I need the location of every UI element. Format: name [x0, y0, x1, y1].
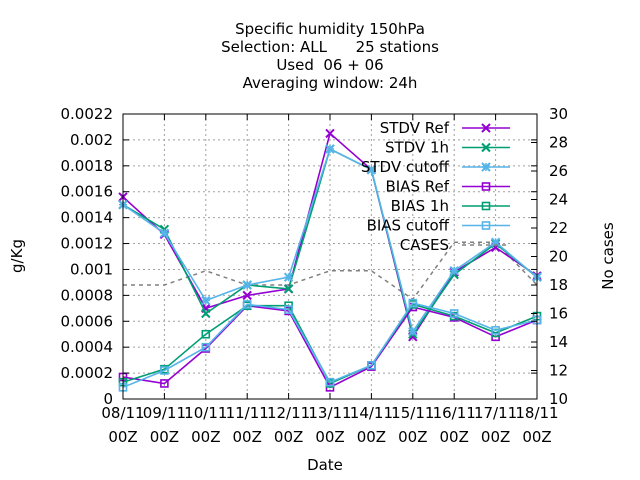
- legend-item-stdv-ref: STDV Ref: [380, 119, 510, 137]
- y2-tick-label: 12: [549, 362, 568, 380]
- legend-marker: [481, 201, 491, 211]
- title-line-2: Selection: ALL 25 stations: [221, 38, 439, 56]
- x-tick-label: 13/11: [308, 404, 351, 422]
- title-line-4: Averaging window: 24h: [243, 74, 418, 92]
- grid: [123, 114, 537, 399]
- data-point-bias-cutoff: [449, 309, 459, 318]
- y2-tick-label: 22: [549, 219, 568, 237]
- y2-tick-label: 16: [549, 305, 568, 323]
- y-tick-label: 0.002: [70, 131, 113, 149]
- x-tick-label: 00Z: [315, 428, 344, 446]
- data-point-stdv-ref: [325, 128, 335, 139]
- y-axis-left: 0 0.0002 0.0004 0.0006 0.0008 0.001 0.0012 0.00…: [61, 105, 537, 408]
- data-point-bias-cutoff: [325, 377, 335, 387]
- title-line-1: Specific humidity 150hPa: [235, 20, 425, 38]
- x-tick-label: 10/11: [184, 404, 227, 422]
- legend-item-stdv-1h: STDV 1h: [385, 139, 510, 157]
- y-tick-label: 0.0006: [61, 312, 114, 330]
- legend-marker: [481, 221, 491, 230]
- y-tick-label: 0: [103, 390, 113, 408]
- data-point-bias-cutoff: [201, 342, 211, 352]
- data-point-bias-cutoff: [408, 298, 418, 308]
- legend-item-bias-cutoff: BIAS cutoff: [367, 217, 510, 235]
- title-line-3: Used 06 + 06: [276, 56, 383, 74]
- y-tick-label: 0.0012: [61, 235, 114, 253]
- legend-item-stdv-cutoff: STDV cutoff: [361, 158, 510, 176]
- x-tick-label: 00Z: [481, 428, 510, 446]
- x-tick-label: 00Z: [233, 428, 262, 446]
- legend-label: BIAS Ref: [385, 178, 449, 196]
- x-tick-label: 00Z: [440, 428, 469, 446]
- y-tick-label: 0.0016: [61, 183, 114, 201]
- data-point-bias-cutoff: [284, 305, 293, 314]
- series-stdv-cutoff: [118, 144, 542, 337]
- x-axis-label: Date: [307, 456, 343, 474]
- series-line-bias-1h: [122, 303, 538, 385]
- legend-label: STDV cutoff: [361, 158, 450, 176]
- data-point-bias-cutoff: [491, 326, 500, 335]
- legend-marker: [481, 182, 491, 191]
- x-tick-label: 17/11: [474, 404, 517, 422]
- x-axis: 08/11 00Z 09/11 00Z 10/11 00Z 11/11 00Z 12/11 00Z…: [101, 114, 559, 446]
- y2-tick-label: 20: [549, 248, 568, 266]
- x-tick-label: 00Z: [191, 428, 220, 446]
- legend-marker: [481, 142, 491, 153]
- legend-label: BIAS cutoff: [367, 217, 450, 235]
- y2-axis-label: No cases: [599, 222, 617, 290]
- y2-tick-label: 10: [549, 390, 568, 408]
- y-tick-label: 0.0014: [61, 209, 114, 227]
- y2-tick-label: 14: [549, 333, 568, 351]
- x-tick-label: 18/11: [515, 404, 558, 422]
- y2-tick-label: 26: [549, 162, 568, 180]
- y2-tick-label: 28: [549, 134, 568, 152]
- x-tick-label: 00Z: [522, 428, 551, 446]
- legend-label: CASES: [400, 236, 449, 254]
- data-point-stdv-ref: [242, 290, 252, 301]
- series-layer: [118, 128, 542, 392]
- data-point-bias-cutoff: [242, 300, 252, 309]
- y2-tick-label: 30: [549, 105, 568, 123]
- series-line-bias-cutoff: [122, 302, 538, 389]
- data-point-bias-ref: [160, 379, 169, 388]
- y2-tick-label: 24: [549, 191, 568, 209]
- data-point-stdv-1h: [283, 284, 294, 294]
- y-tick-label: 0.0002: [61, 364, 114, 382]
- legend-label: STDV Ref: [380, 119, 450, 137]
- data-point-bias-cutoff: [367, 361, 376, 370]
- y-tick-label: 0.0022: [61, 105, 114, 123]
- x-tick-label: 12/11: [267, 404, 310, 422]
- legend-item-bias-ref: BIAS Ref: [385, 178, 510, 196]
- x-tick-label: 00Z: [274, 428, 303, 446]
- x-tick-label: 08/11: [101, 404, 144, 422]
- data-point-bias-cutoff: [160, 366, 169, 375]
- legend-label: BIAS 1h: [391, 197, 449, 215]
- x-tick-label: 09/11: [143, 404, 186, 422]
- y-tick-label: 0.0018: [61, 157, 114, 175]
- y-axis-right: 10 12 14 16 18 20 22 24 26 28 30: [531, 105, 568, 408]
- data-point-stdv-1h: [201, 308, 211, 319]
- x-tick-label: 00Z: [398, 428, 427, 446]
- series-bias-cutoff: [118, 298, 542, 392]
- x-tick-label: 11/11: [226, 404, 269, 422]
- x-tick-label: 00Z: [150, 428, 179, 446]
- x-tick-label: 16/11: [433, 404, 476, 422]
- y-tick-label: 0.0008: [61, 286, 114, 304]
- legend-item-cases: CASES: [400, 236, 510, 254]
- y-axis-label: g/Kg: [8, 239, 26, 273]
- y-tick-label: 0.0004: [61, 338, 114, 356]
- legend-label: STDV 1h: [385, 139, 449, 157]
- x-tick-label: 15/11: [391, 404, 434, 422]
- legend-marker: [481, 123, 491, 133]
- x-tick-label: 00Z: [357, 428, 386, 446]
- x-tick-label: 14/11: [350, 404, 393, 422]
- data-point-bias-1h: [201, 329, 211, 339]
- legend-item-bias-1h: BIAS 1h: [391, 197, 510, 215]
- y-tick-label: 0.001: [70, 260, 113, 278]
- y2-tick-label: 18: [549, 276, 568, 294]
- series-line-stdv-1h: [122, 147, 538, 337]
- x-tick-label: 00Z: [108, 428, 137, 446]
- chart-title: Specific humidity 150hPa Selection: ALL …: [221, 20, 439, 92]
